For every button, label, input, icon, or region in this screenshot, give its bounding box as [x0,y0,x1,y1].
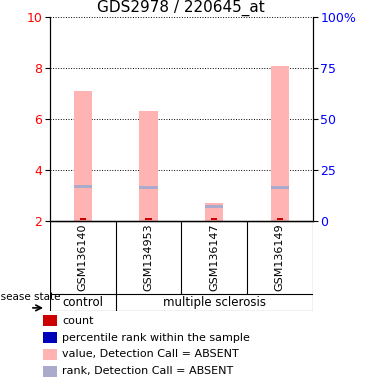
Text: GSM134953: GSM134953 [144,223,154,291]
Text: disease state: disease state [0,292,61,303]
Text: percentile rank within the sample: percentile rank within the sample [62,333,250,343]
Text: rank, Detection Call = ABSENT: rank, Detection Call = ABSENT [62,366,233,376]
Bar [80,218,86,220]
Bar [139,186,158,189]
Bar [74,185,92,188]
Text: multiple sclerosis: multiple sclerosis [163,296,266,309]
Text: control: control [62,296,103,309]
Bar [205,205,223,209]
Bar [276,218,283,220]
Text: GSM136147: GSM136147 [209,223,219,291]
Title: GDS2978 / 220645_at: GDS2978 / 220645_at [97,0,265,16]
Text: value, Detection Call = ABSENT: value, Detection Call = ABSENT [62,349,239,359]
Bar [270,186,289,189]
Bar [145,218,152,220]
Text: GSM136149: GSM136149 [275,223,285,291]
Bar [211,218,218,220]
Text: count: count [62,316,94,326]
Bar [205,203,223,221]
Bar [270,66,289,221]
Bar [139,111,158,221]
Bar [74,91,92,221]
Text: GSM136140: GSM136140 [78,223,88,291]
